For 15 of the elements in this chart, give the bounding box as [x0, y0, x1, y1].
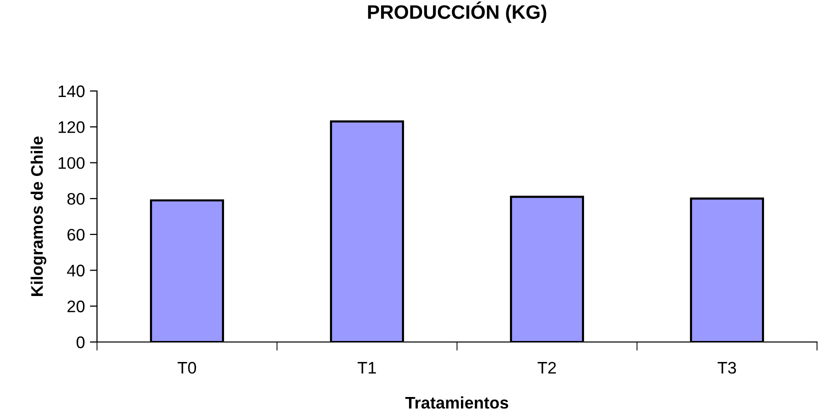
- y-tick-label: 40: [67, 264, 85, 276]
- y-tick-label: 20: [67, 300, 85, 312]
- y-tick-label: 140: [58, 85, 85, 98]
- y-tick-label: 100: [58, 157, 85, 169]
- y-tick-label: 120: [58, 121, 85, 134]
- chart-title: PRODUCCIÓN (KG): [368, 2, 546, 23]
- y-tick-label: 60: [68, 228, 85, 241]
- x-tick-label: T2: [538, 362, 556, 374]
- x-axis-title: Tratamientos: [405, 396, 508, 409]
- x-tick-label: T3: [718, 362, 736, 374]
- x-tick-label: T0: [178, 362, 196, 374]
- x-tick-label: T1: [358, 362, 376, 374]
- y-axis-title: Kilogramos de Chile: [30, 136, 46, 296]
- y-tick-label: 80: [67, 192, 85, 205]
- y-tick-label: 0: [76, 336, 85, 348]
